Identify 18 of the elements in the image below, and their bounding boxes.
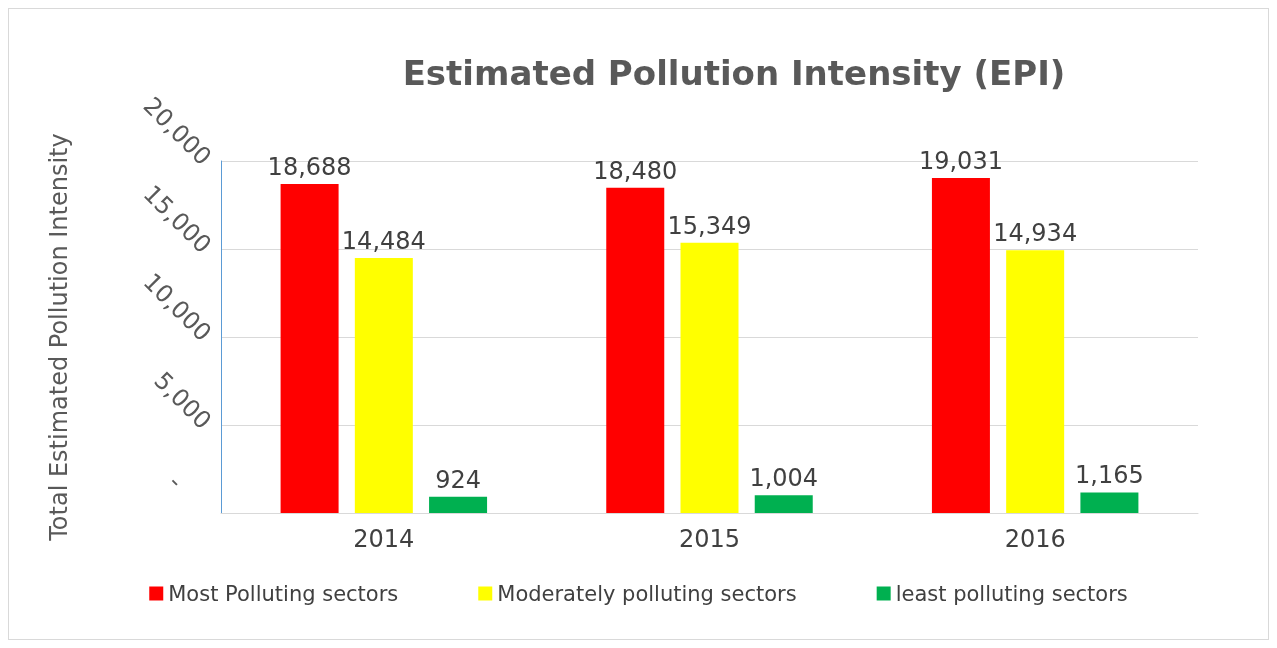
data-label: 14,484 — [341, 227, 426, 256]
y-axis-title: Total Estimated Pollution Intensity — [45, 133, 73, 542]
data-label: 1,004 — [749, 464, 819, 493]
data-label: 924 — [435, 465, 481, 494]
y-tick-label: - — [162, 468, 189, 495]
data-label: 14,934 — [993, 219, 1078, 248]
legend-label: least polluting sectors — [895, 581, 1128, 606]
data-label: 1,165 — [1075, 461, 1144, 490]
x-tick-label: 2014 — [353, 525, 415, 553]
data-label: 19,031 — [918, 147, 1003, 176]
data-label: 18,480 — [593, 156, 678, 185]
x-tick-label: 2016 — [1004, 525, 1066, 553]
data-label: 18,688 — [267, 153, 352, 182]
legend-label: Most Polluting sectors — [168, 581, 399, 606]
legend-label: Moderately polluting sectors — [497, 581, 797, 606]
chart-title: Estimated Pollution Intensity (EPI) — [402, 53, 1066, 93]
data-label: 15,349 — [667, 211, 752, 240]
x-tick-label: 2015 — [678, 525, 741, 553]
